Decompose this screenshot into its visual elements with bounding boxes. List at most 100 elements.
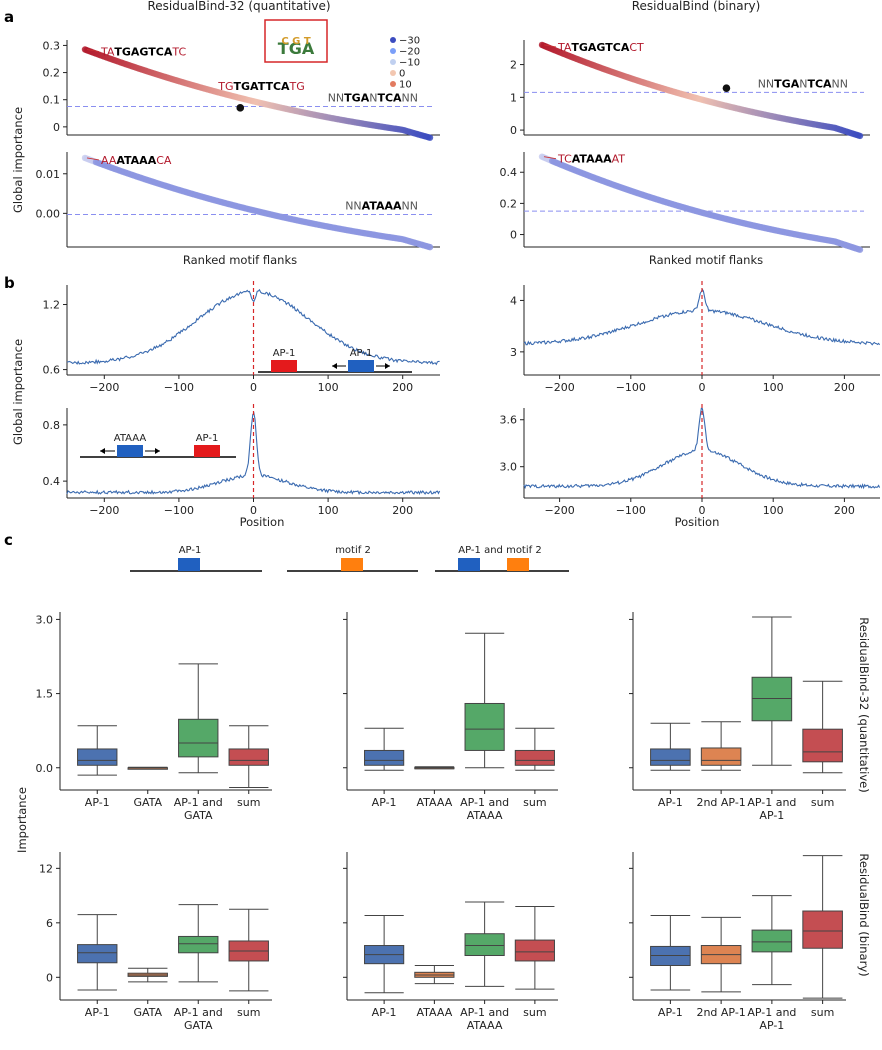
legend-label: −30 (399, 36, 420, 47)
box-iqr (802, 910, 843, 949)
x-tick-label-line: sum (237, 1006, 260, 1019)
y-tick-label: 0.00 (36, 207, 61, 220)
importance-line (66, 288, 440, 366)
sequence-part: ATAAA (116, 154, 156, 167)
box-2: AP-1 and GATA (174, 663, 223, 822)
sequence-part: ATAAA (362, 200, 402, 213)
x-tick-label: 200 (392, 381, 413, 394)
motif-box (178, 558, 200, 571)
box-2: AP-1 and GATA (174, 904, 223, 1032)
panel-label-c: c (4, 531, 13, 549)
x-tick-label: 100 (763, 381, 784, 394)
x-tick-label-line: AP-1 and (174, 796, 223, 809)
motif-label: ATAAA (114, 433, 147, 444)
sequence-part: CA (156, 154, 172, 167)
legend-label: −10 (399, 58, 420, 69)
sequence-part: CT (629, 41, 644, 54)
x-tick-label-line: ATAAA (467, 809, 503, 822)
panel-c-schematics: AP-1 motif 2 AP-1 and motif 2 (130, 545, 569, 572)
box-0: AP-1 (650, 722, 691, 809)
line-plot-b-top-right: −200 −100 0 100 200 3 4 (510, 281, 881, 394)
ylabel-importance: Importance (15, 787, 29, 853)
x-tick-label: AP-1 and ATAAA (460, 796, 509, 822)
motif-label: AP-1 (273, 348, 296, 359)
x-tick-label: AP-1 (372, 796, 397, 809)
legend-label: 10 (399, 80, 412, 91)
box-1: 2nd AP-1 (696, 916, 746, 1019)
title-right: ResidualBind (binary) (632, 0, 761, 13)
sequence-logo-icon: TGA C G T (264, 19, 328, 63)
x-tick-label: sum (523, 1006, 546, 1019)
box-2: AP-1 and AP-1 (747, 895, 796, 1032)
box-0: AP-1 (364, 727, 405, 809)
x-tick-label-line: ATAAA (467, 1019, 503, 1032)
x-tick-label-line: sum (811, 796, 834, 809)
box-1: ATAAA (414, 964, 455, 1019)
x-tick-label: GATA (133, 796, 162, 809)
importance-line (523, 407, 881, 490)
box-iqr (464, 933, 505, 957)
x-tick-label-line: sum (523, 796, 546, 809)
ylabel-global-importance-a: Global importance (11, 107, 25, 213)
x-tick-label-line: AP-1 and (460, 796, 509, 809)
x-tick-label: 0 (699, 381, 706, 394)
x-tick-label: sum (237, 1006, 260, 1019)
line-plot-b-bottom-left: −200 −100 0 100 200 0.4 0.8 ATAAA AP-1 (43, 404, 441, 517)
x-tick-label-line: 2nd AP-1 (696, 796, 745, 809)
sequence-part: TG (289, 80, 305, 93)
xlabel-position-right: Position (675, 515, 720, 529)
sequence-label-mid: TGTGATTCATG (217, 80, 305, 93)
sequence-part: TC (171, 46, 186, 59)
sequence-part: NN (402, 92, 418, 105)
legend-label: −20 (399, 47, 420, 58)
box-2: AP-1 and AP-1 (747, 616, 796, 822)
box-1: GATA (127, 967, 168, 1019)
x-tick-label: sum (237, 796, 260, 809)
sequence-label-top: TCATAAAAT (557, 153, 625, 166)
x-tick-label-line: AP-1 (759, 809, 784, 822)
panel-c: AP-1 motif 2 AP-1 and motif 2 0.0 1.5 3.0 AP-1… (36, 545, 846, 1032)
x-tick-label: 100 (763, 504, 784, 517)
annotation-leader (86, 157, 100, 161)
schematic-2: AP-1 and motif 2 (435, 545, 569, 572)
annotation-leader (543, 156, 557, 160)
sequence-part: AA (101, 154, 117, 167)
box-1: 2nd AP-1 (696, 721, 746, 809)
motif-box (341, 558, 363, 571)
x-tick-label: ATAAA (417, 1006, 453, 1019)
box-iqr (464, 702, 505, 751)
sequence-part: NN (758, 77, 774, 90)
scatter-point (426, 243, 434, 251)
x-tick-label: AP-1 (85, 796, 110, 809)
box-0: AP-1 (364, 915, 405, 1019)
y-tick-label: 0.6 (43, 364, 61, 377)
scatter-a-top-left: 00.10.20.3 TATGAGTCATCTGTGATTCATGNNTGANTC… (43, 36, 440, 141)
ylabel-global-importance-b: Global importance (11, 339, 25, 445)
x-tick-label-line: GATA (184, 809, 213, 822)
x-tick-label-line: AP-1 and (747, 796, 796, 809)
legend-swatch (390, 37, 396, 43)
x-tick-label-line: 2nd AP-1 (696, 1006, 745, 1019)
y-tick-label: 3.0 (500, 461, 518, 474)
sequence-part: NN (832, 77, 848, 90)
y-tick-label: 1.2 (43, 299, 61, 312)
x-tick-label: 200 (834, 504, 855, 517)
x-tick-label-line: GATA (184, 1019, 213, 1032)
x-tick-label-line: sum (811, 1006, 834, 1019)
y-tick-label: 1.5 (36, 688, 54, 701)
arrow-left-icon (332, 363, 337, 369)
y-tick-label: 0.2 (500, 197, 518, 210)
x-tick-label-line: sum (237, 796, 260, 809)
panel-label-b: b (4, 274, 15, 292)
sequence-part: TA (100, 46, 115, 59)
sequence-part: NN (328, 92, 344, 105)
x-tick-label: sum (811, 796, 834, 809)
x-tick-label: 100 (318, 504, 339, 517)
x-tick-label: −200 (89, 504, 119, 517)
y-tick-label: 0.4 (500, 166, 518, 179)
y-tick-label: 0.4 (43, 475, 61, 488)
x-tick-label: sum (523, 796, 546, 809)
